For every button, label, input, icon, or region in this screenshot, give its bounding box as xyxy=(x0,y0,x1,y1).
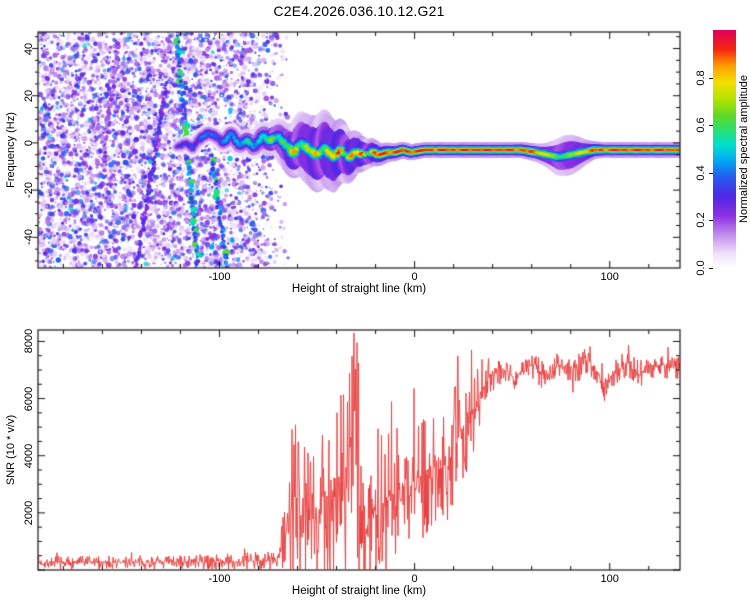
colorbar-tick xyxy=(709,220,713,222)
colorbar-tick xyxy=(709,77,713,79)
colorbar-tick xyxy=(709,125,713,127)
snr-ytick: 4000 xyxy=(23,443,35,468)
snr-xlabel: Height of straight line (km) xyxy=(291,585,427,597)
colorbar-tick xyxy=(709,268,713,269)
snr-ylabel: SNR (10 * v/v) xyxy=(5,414,17,486)
colorbar-tick-label: 0.8 xyxy=(695,69,707,86)
spectrogram-xtick: -100 xyxy=(208,271,231,283)
snr-xtick: 100 xyxy=(600,573,619,585)
snr-ytick: 8000 xyxy=(23,329,35,354)
colorbar-tick-label: 0.0 xyxy=(695,260,707,276)
snr-xtick: 0 xyxy=(411,573,418,585)
spectrogram-ylabel: Frequency (Hz) xyxy=(5,112,17,188)
spectrogram-ytick: -20 xyxy=(23,182,35,199)
figure-title: C2E4.2026.036.10.12.G21 xyxy=(273,3,445,19)
colorbar-tick xyxy=(709,172,713,174)
snr-xtick: -100 xyxy=(208,573,231,585)
colorbar-gradient xyxy=(713,30,736,268)
spectrogram-ytick: 0 xyxy=(23,139,35,146)
colorbar-tick-label: 0.2 xyxy=(695,212,707,229)
snr-canvas xyxy=(28,320,690,580)
spectrogram-ytick: 20 xyxy=(23,89,35,102)
spectrogram-xtick: 100 xyxy=(600,271,619,283)
spectrogram-xlabel: Height of straight line (km) xyxy=(291,283,427,295)
spectrogram-ytick: 40 xyxy=(23,42,35,55)
colorbar-tick-label: 0.4 xyxy=(695,165,707,181)
colorbar-tick-label: 0.6 xyxy=(695,117,707,133)
colorbar-label: Normalized spectral amplitude xyxy=(738,75,750,223)
snr-ytick: 6000 xyxy=(23,386,35,411)
snr-ytick: 2000 xyxy=(23,500,35,526)
spectrogram-xtick: 0 xyxy=(411,271,418,283)
spectrogram-canvas xyxy=(28,22,690,278)
spectrogram-ytick: -40 xyxy=(23,229,35,246)
